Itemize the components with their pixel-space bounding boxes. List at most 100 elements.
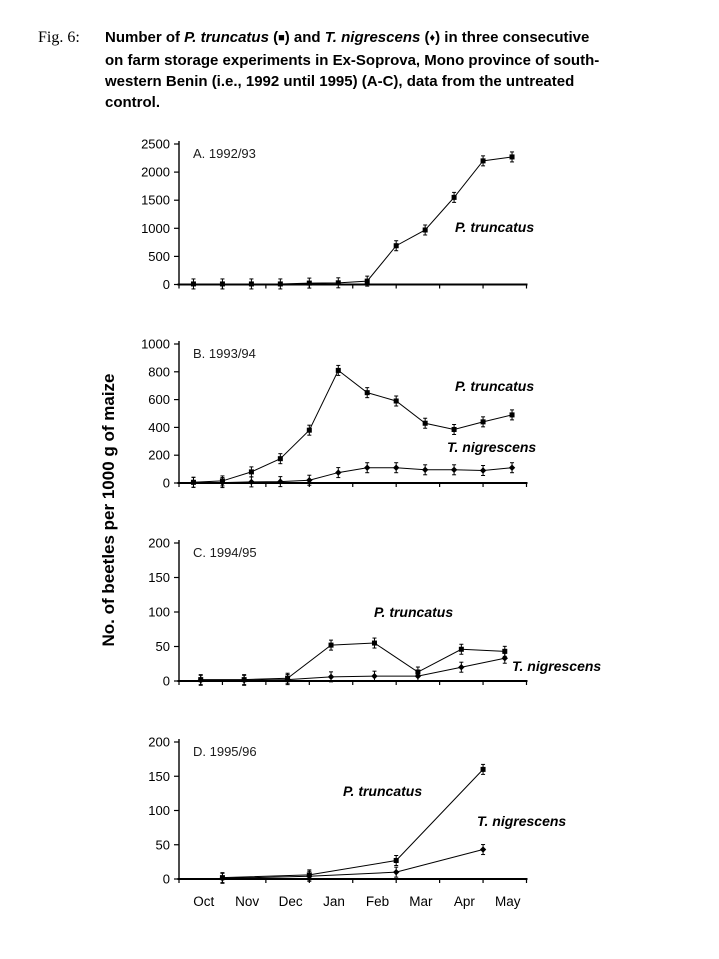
marker-symbol: ■	[278, 32, 285, 44]
data-point-square	[422, 420, 428, 426]
data-point-square	[502, 648, 508, 654]
data-point-diamond	[190, 479, 197, 486]
series-line-square	[222, 769, 484, 879]
data-point-square	[364, 390, 370, 396]
data-point-square	[277, 281, 283, 287]
y-tick-label: 2000	[141, 165, 170, 180]
data-point-diamond	[219, 479, 226, 486]
data-point-diamond	[392, 868, 400, 876]
series-label: P. truncatus	[455, 378, 534, 394]
series-label: T. nigrescens	[512, 658, 601, 674]
series-line-diamond	[200, 657, 505, 681]
series-label: P. truncatus	[343, 783, 422, 799]
data-point-diamond	[306, 873, 313, 880]
y-tick-label: 0	[163, 872, 170, 887]
panel-A: 0 500 1000 1500 2000 2500 A. 1992/93 P. truncat…	[141, 137, 534, 293]
panel-D: 0 50 100 150 200 D. 1995/96 P. truncatus T. nig…	[148, 735, 566, 910]
y-tick-label: 50	[156, 837, 170, 852]
data-point-square	[306, 427, 312, 433]
y-tick-label: 1000	[141, 221, 170, 236]
data-point-diamond	[248, 478, 255, 486]
data-point-diamond	[479, 846, 487, 853]
data-point-square	[451, 194, 457, 200]
data-point-diamond	[414, 672, 422, 680]
series-line-square	[193, 369, 513, 483]
data-point-diamond	[371, 672, 378, 680]
data-point-square	[248, 281, 254, 287]
data-point-square	[335, 367, 341, 373]
y-tick-label: 0	[163, 476, 170, 491]
caption-line: control.	[105, 94, 160, 111]
data-point-square	[458, 646, 464, 652]
y-tick-label: 0	[163, 674, 170, 689]
data-point-diamond	[458, 664, 465, 671]
y-tick-label: 500	[148, 249, 170, 264]
data-point-diamond	[335, 469, 342, 476]
data-point-diamond	[364, 464, 371, 471]
figure-caption: Fig. 6: Number of P. truncatus (■) and T…	[38, 27, 688, 113]
series-label: P. truncatus	[374, 604, 453, 620]
data-point-diamond	[327, 673, 335, 681]
data-point-diamond	[392, 464, 400, 471]
month-label: Feb	[366, 894, 389, 909]
month-label: May	[495, 894, 521, 909]
y-tick-label: 1500	[141, 193, 170, 208]
series-label: P. truncatus	[455, 219, 534, 235]
series-line-square	[193, 156, 513, 285]
data-point-square	[364, 278, 370, 284]
y-tick-label: 800	[148, 364, 170, 379]
month-label: Oct	[193, 894, 214, 909]
data-point-square	[393, 243, 399, 249]
caption-line: Number of P. truncatus (■) and T. nigres…	[105, 29, 590, 46]
series-line-diamond	[222, 849, 484, 879]
data-point-diamond	[479, 467, 487, 474]
month-label: Jan	[323, 894, 345, 909]
data-point-square	[248, 469, 254, 475]
data-point-square	[335, 280, 341, 286]
data-point-diamond	[501, 655, 508, 662]
data-point-diamond	[240, 677, 248, 684]
data-point-diamond	[508, 464, 516, 471]
panel-title: B. 1993/94	[193, 346, 256, 361]
month-label: Apr	[454, 894, 476, 909]
y-tick-label: 600	[148, 392, 170, 407]
data-point-diamond	[277, 478, 284, 485]
panel-C: 0 50 100 150 200 C. 1994/95 P. truncatus T. nig…	[148, 536, 601, 689]
data-point-diamond	[219, 875, 226, 882]
y-tick-label: 200	[148, 735, 170, 750]
data-point-diamond	[284, 676, 291, 683]
figure-number: Fig. 6:	[38, 29, 80, 46]
data-point-square	[480, 419, 486, 425]
panel-title: D. 1995/96	[193, 744, 257, 759]
data-point-square	[422, 227, 428, 233]
data-point-diamond	[450, 466, 458, 473]
y-tick-label: 50	[156, 639, 170, 654]
caption-line: western Benin (i.e., 1992 until 1995) (A…	[105, 73, 575, 90]
y-tick-label: 100	[148, 803, 170, 818]
y-tick-label: 1000	[141, 337, 170, 352]
series-line-diamond	[193, 467, 513, 484]
series-label: T. nigrescens	[447, 439, 536, 455]
data-point-square	[451, 426, 457, 432]
data-point-square	[509, 412, 515, 418]
caption-line: on farm storage experiments in Ex-Soprov…	[105, 52, 600, 69]
data-point-square	[277, 456, 283, 462]
panel-title: A. 1992/93	[193, 146, 256, 161]
data-point-square	[480, 766, 486, 772]
data-point-square	[393, 398, 399, 404]
y-tick-label: 2500	[141, 137, 170, 152]
data-point-square	[219, 281, 225, 287]
panel-title: C. 1994/95	[193, 545, 257, 560]
caption-text: Number of P. truncatus (■) and T. nigres…	[105, 27, 688, 113]
month-label: Mar	[409, 894, 433, 909]
data-point-diamond	[306, 477, 313, 484]
series-label: T. nigrescens	[477, 813, 566, 829]
data-point-square	[328, 642, 334, 648]
data-point-square	[393, 858, 399, 864]
data-point-diamond	[421, 466, 429, 473]
y-tick-label: 200	[148, 536, 170, 551]
data-point-square	[371, 640, 377, 646]
y-tick-label: 150	[148, 769, 170, 784]
